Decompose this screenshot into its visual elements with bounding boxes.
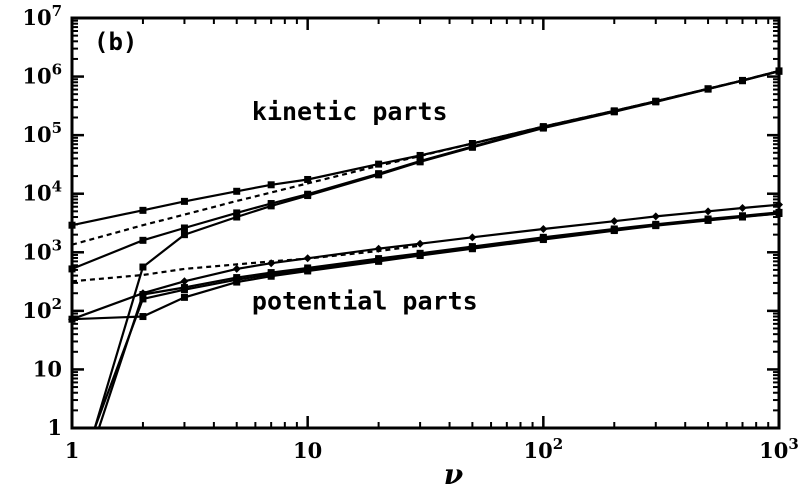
data-point-square [304,175,312,183]
data-point-square [652,221,660,229]
data-point-diamond [374,244,383,253]
series-line-kinetic-0 [71,69,780,227]
data-point-diamond [539,224,548,233]
data-point-square [304,192,312,200]
data-point-square [180,197,188,205]
data-point-diamond [610,217,619,226]
data-point-square [180,293,188,301]
data-point-square [180,231,188,239]
data-point-square [539,124,547,132]
data-point-square [180,224,188,232]
data-point-square [233,213,241,221]
data-point-square [375,171,383,179]
y-tick-label: 102 [22,295,62,323]
data-point-square [139,236,147,244]
plot-frame [70,16,781,430]
data-point-square [610,226,618,234]
annotation-kinetic: kinetic parts [252,97,448,126]
data-point-square [468,244,476,252]
data-point-square [375,160,383,168]
data-point-square [233,187,241,195]
y-tick-label: 107 [22,2,62,30]
y-tick-label: 1 [47,415,62,440]
data-point-diamond [468,233,477,242]
data-point-diamond [416,239,425,248]
data-point-square [652,98,660,106]
data-point-square [539,235,547,243]
data-point-square [738,77,746,85]
data-point-square [267,181,275,189]
y-tick-label: 103 [22,236,62,264]
y-tick-label: 10 [33,356,62,381]
data-point-square [267,202,275,210]
data-point-square [416,251,424,259]
data-point-square [704,216,712,224]
data-point-square [139,263,147,271]
series-line-potential-7 [93,212,780,429]
panel-label: (b) [94,28,137,56]
data-point-square [233,276,241,284]
y-tick-label: 105 [22,119,62,147]
annotation-potential: potential parts [252,287,478,316]
data-point-diamond [704,207,713,216]
data-point-square [610,108,618,116]
data-point-square [416,158,424,166]
data-point-square [139,206,147,214]
data-point-square [304,266,312,274]
data-point-square [738,213,746,221]
data-point-square [139,313,147,321]
data-point-diamond [303,254,312,263]
x-tick-label: 10 [293,438,322,463]
data-point-square [267,270,275,278]
data-point-square [139,291,147,299]
data-point-square [233,209,241,217]
data-point-diamond [738,204,747,213]
x-tick-label: 103 [759,435,799,463]
data-point-square [180,286,188,294]
series-line-potential-6 [97,211,780,429]
x-axis-label: ν [444,458,463,486]
y-tick-label: 106 [22,61,62,89]
data-point-square [375,257,383,265]
series-line-potential-8 [71,244,421,283]
data-point-square [468,143,476,151]
data-point-diamond [267,259,276,268]
x-tick-label: 102 [523,435,563,463]
x-tick-label: 1 [65,438,80,463]
data-point-square [704,85,712,93]
data-point-diamond [180,277,189,286]
data-point-square [416,151,424,159]
y-tick-label: 104 [22,178,62,206]
data-point-diamond [651,212,660,221]
data-point-diamond [232,264,241,273]
data-point-square [139,295,147,303]
